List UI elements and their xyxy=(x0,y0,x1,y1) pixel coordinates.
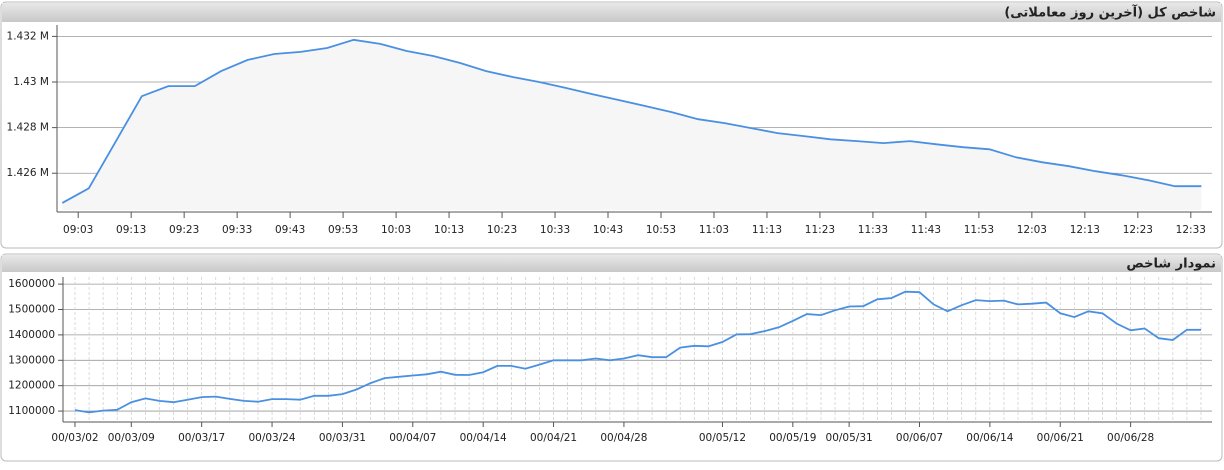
y-tick-label: 1.43 M xyxy=(13,76,49,88)
x-tick-label: 09:03 xyxy=(63,224,93,236)
x-tick-label: 09:53 xyxy=(328,224,358,236)
x-tick-label: 00/04/14 xyxy=(460,432,507,444)
x-tick-label: 00/03/31 xyxy=(319,432,366,444)
panel-header xyxy=(2,3,1221,22)
x-tick-label: 00/05/31 xyxy=(826,432,873,444)
x-tick-label: 11:43 xyxy=(911,224,941,236)
x-tick-label: 10:53 xyxy=(646,224,676,236)
y-tick-label: 1100000 xyxy=(8,405,55,417)
y-tick-label: 1400000 xyxy=(8,329,55,341)
x-tick-label: 00/03/24 xyxy=(248,432,295,444)
x-tick-label: 00/06/14 xyxy=(966,432,1013,444)
chart-title: نمودار شاخص xyxy=(1126,257,1216,272)
chart-title: شاخص کل (آخرین روز معاملاتی) xyxy=(1004,4,1216,21)
x-tick-label: 09:43 xyxy=(275,224,305,236)
x-tick-label: 09:23 xyxy=(169,224,199,236)
y-tick-label: 1500000 xyxy=(8,304,55,316)
x-tick-label: 00/06/21 xyxy=(1037,432,1084,444)
y-tick-label: 1.432 M xyxy=(7,30,49,42)
y-tick-label: 1200000 xyxy=(8,380,55,392)
panel-header xyxy=(2,255,1221,272)
x-tick-label: 09:13 xyxy=(116,224,146,236)
y-tick-label: 1.428 M xyxy=(7,122,49,134)
y-tick-label: 1.426 M xyxy=(7,167,49,179)
x-tick-label: 00/06/07 xyxy=(896,432,943,444)
x-tick-label: 00/03/17 xyxy=(178,432,225,444)
y-tick-label: 1300000 xyxy=(8,354,55,366)
x-tick-label: 10:03 xyxy=(381,224,411,236)
x-tick-label: 00/04/21 xyxy=(530,432,577,444)
x-tick-label: 11:03 xyxy=(699,224,729,236)
x-tick-label: 00/05/12 xyxy=(699,432,746,444)
x-tick-label: 11:33 xyxy=(858,224,888,236)
x-tick-label: 00/04/07 xyxy=(389,432,436,444)
x-tick-label: 00/05/19 xyxy=(769,432,816,444)
x-tick-label: 12:23 xyxy=(1123,224,1153,236)
x-tick-label: 11:23 xyxy=(805,224,835,236)
panel xyxy=(0,253,1223,462)
x-tick-label: 00/03/02 xyxy=(51,432,98,444)
x-tick-label: 12:03 xyxy=(1017,224,1047,236)
line xyxy=(74,290,1201,414)
line xyxy=(61,38,1202,204)
x-tick-label: 10:43 xyxy=(593,224,623,236)
x-tick-label: 00/04/28 xyxy=(600,432,647,444)
x-tick-label: 11:13 xyxy=(752,224,782,236)
x-tick-label: 10:23 xyxy=(487,224,517,236)
y-tick-label: 1600000 xyxy=(8,278,55,290)
area xyxy=(62,39,1202,210)
x-tick-label: 12:13 xyxy=(1070,224,1100,236)
x-tick-label: 10:33 xyxy=(540,224,570,236)
x-tick-label: 12:33 xyxy=(1176,224,1206,236)
x-tick-label: 00/06/28 xyxy=(1107,432,1154,444)
x-tick-label: 00/03/09 xyxy=(108,432,155,444)
x-tick-label: 09:33 xyxy=(222,224,252,236)
x-tick-label: 10:13 xyxy=(434,224,464,236)
x-tick-label: 11:53 xyxy=(964,224,994,236)
